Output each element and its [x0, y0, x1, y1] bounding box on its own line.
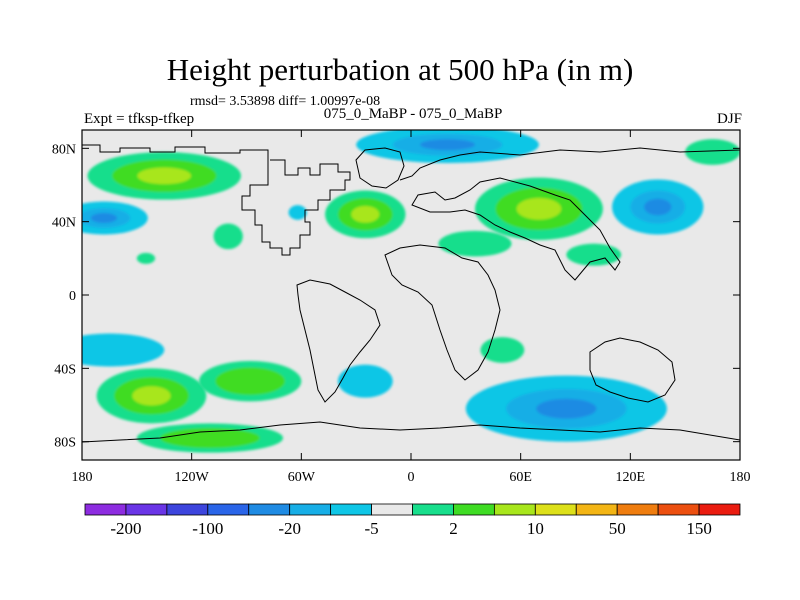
anomaly-5 [288, 205, 307, 220]
anomaly-contour [137, 167, 192, 185]
anomaly-3 [136, 252, 156, 264]
anomaly-0 [87, 152, 242, 200]
anomaly-fields [82, 130, 740, 453]
anomaly-contour [685, 139, 740, 165]
coastline-north-america [82, 144, 351, 256]
anomaly-2 [213, 223, 243, 250]
colorbar-label: 2 [449, 519, 458, 538]
y-tick-label: 40N [52, 216, 76, 231]
colorbar-label: -100 [192, 519, 223, 538]
colorbar-swatch [248, 503, 291, 516]
coastlines [82, 144, 740, 443]
coastline-eurasia [399, 147, 740, 281]
season-label: DJF [716, 111, 742, 127]
colorbar-label: -200 [110, 519, 141, 538]
stats-label: rmsd= 3.53898 diff= 1.00997e-08 [190, 94, 381, 109]
colorbar-label: 50 [609, 519, 626, 538]
anomaly-contour [136, 252, 156, 264]
anomaly-11 [566, 243, 622, 266]
colorbar-swatch [412, 503, 454, 516]
anomaly-contour [351, 205, 380, 223]
axes: 180 120W 60W 0 60E 120E 180 80N 40N 0 40S 80S [52, 130, 751, 485]
colorbar-label: -5 [364, 519, 378, 538]
coastline-africa [384, 244, 501, 381]
anomaly-contour [132, 386, 171, 406]
x-tick-label: 180 [730, 470, 751, 485]
chart-title: Height perturbation at 500 hPa (in m) [166, 52, 634, 87]
anomaly-18 [136, 423, 284, 453]
colorbar-swatch [207, 503, 250, 516]
colorbar-swatch [698, 503, 741, 516]
colorbar-swatch [453, 503, 495, 516]
anomaly-7 [474, 177, 603, 240]
anomaly-contour [288, 205, 307, 220]
colorbar-swatch [371, 503, 413, 516]
y-tick-label: 80S [54, 436, 76, 451]
anomaly-17 [480, 337, 525, 363]
anomaly-15 [337, 364, 393, 398]
colorbar-swatch [616, 503, 659, 516]
anomaly-13 [96, 368, 207, 424]
anomaly-contour [90, 213, 118, 223]
x-tick-label: 180 [72, 470, 93, 485]
experiment-label: Expt = tfksp-tfkep [84, 111, 195, 127]
colorbar-label: 150 [686, 519, 712, 538]
anomaly-contour [215, 367, 285, 395]
chart-subtitle: 075_0_MaBP - 075_0_MaBP [323, 106, 503, 122]
anomaly-contour [160, 428, 260, 448]
anomaly-contour [213, 223, 243, 250]
colorbar-swatch [534, 503, 577, 516]
anomaly-contour [337, 364, 393, 398]
anomaly-1 [82, 201, 148, 235]
anomaly-10 [438, 230, 512, 257]
y-tick-label: 40S [54, 362, 76, 377]
coastline-australia [589, 337, 676, 403]
x-tick-label: 0 [408, 470, 415, 485]
anomaly-contour [566, 243, 622, 266]
colorbar-label: -20 [278, 519, 301, 538]
colorbar-swatch [657, 503, 700, 516]
anomaly-contour [480, 337, 525, 363]
coastline-south-america [296, 279, 381, 403]
colorbar-swatch [575, 503, 618, 516]
colorbar: -200 -100 -20 -5 2 10 50 150 [84, 503, 741, 538]
anomaly-9 [685, 139, 740, 165]
colorbar-swatch [289, 503, 332, 516]
colorbar-label: 10 [527, 519, 544, 538]
colorbar-swatch [125, 503, 168, 516]
anomaly-12 [82, 333, 165, 367]
anomaly-contour [536, 398, 597, 419]
anomaly-16 [465, 375, 667, 442]
colorbar-swatch [166, 503, 209, 516]
anomaly-6 [356, 130, 539, 163]
colorbar-swatch [493, 503, 536, 516]
y-tick-label: 0 [69, 289, 76, 304]
x-tick-label: 120W [175, 470, 210, 485]
colorbar-swatch [84, 503, 127, 516]
coastline-antarctica [82, 421, 740, 443]
anomaly-contour [516, 197, 562, 220]
anomaly-4 [325, 190, 406, 239]
anomaly-8 [612, 179, 704, 235]
colorbar-swatch [330, 503, 372, 516]
anomaly-contour [438, 230, 512, 257]
x-tick-label: 60E [509, 470, 532, 485]
y-tick-label: 80N [52, 142, 76, 157]
x-tick-label: 120E [616, 470, 646, 485]
anomaly-14 [198, 361, 302, 402]
anomaly-contour [644, 198, 672, 216]
x-tick-label: 60W [288, 470, 316, 485]
coastline-greenland [355, 147, 405, 189]
anomaly-contour [420, 139, 475, 151]
anomaly-contour [82, 333, 165, 367]
